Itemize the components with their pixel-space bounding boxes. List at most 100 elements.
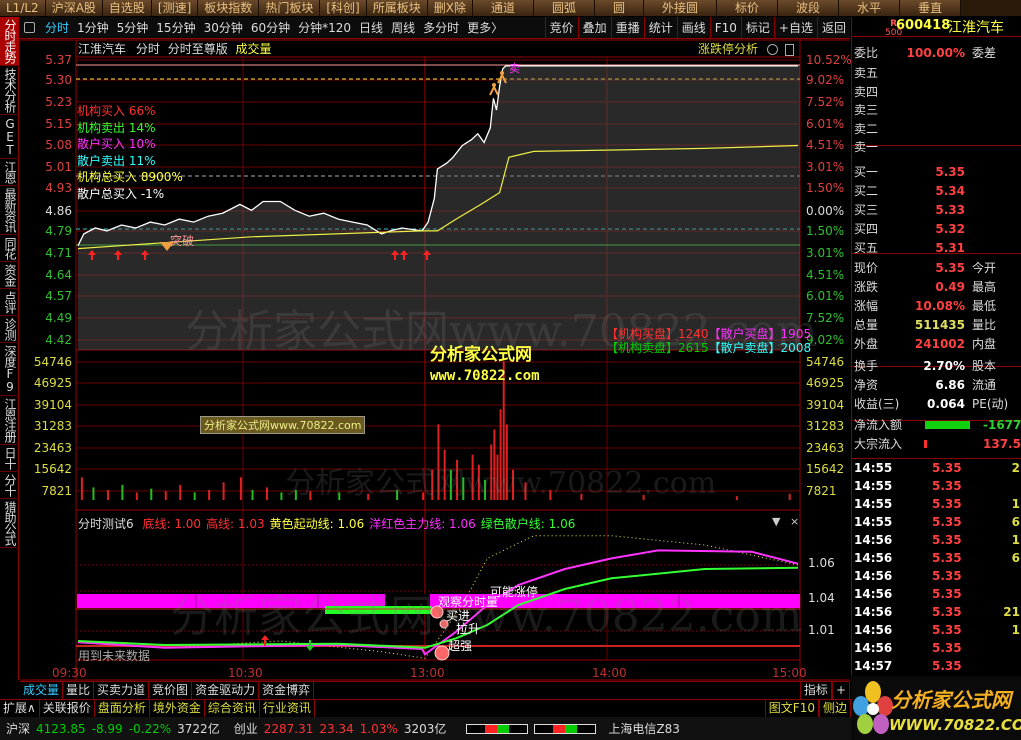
panel-toggle-icon[interactable] [784,43,794,56]
toolbar-action[interactable]: 返回 [821,21,846,35]
left-tab[interactable]: 诊测 [0,316,19,343]
top-button[interactable]: 板块指数 [198,0,260,16]
tab-item[interactable]: 资金博弈 [259,682,315,699]
top-button[interactable]: 热门板块 [259,0,321,16]
top-button[interactable]: 通道 [472,0,534,16]
limit-analysis-button[interactable]: 涨跌停分析 [698,42,759,56]
top-button[interactable]: 标价 [717,0,779,16]
tab-item[interactable]: 扩展∧ [0,700,40,717]
legend-item: 机构卖出 14% [77,120,156,135]
left-tab[interactable]: 猎助公式 [0,499,19,548]
left-tab[interactable]: 分十 [0,472,19,499]
top-button[interactable]: L1/L2 [0,0,46,16]
period-tab[interactable]: 分钟*120 [298,21,352,35]
period-tab[interactable]: 日线 [359,21,384,35]
top-button[interactable]: 垂直 [900,0,962,16]
tab-right-item[interactable]: 图文F10 [764,700,819,717]
toolbar-action[interactable]: 标记 [745,21,770,35]
top-button[interactable]: [科创] [320,0,367,16]
left-tab[interactable]: 日十 [0,445,19,472]
period-tab[interactable]: 1分钟 [77,21,109,35]
toolbar-action[interactable]: F10 [714,20,737,35]
tick-time: 14:55 [854,497,893,511]
indicator-menu-icon[interactable]: ▼ [772,515,781,528]
top-button[interactable]: 删X除 [427,0,473,16]
tab-item[interactable]: 关联报价 [40,700,95,717]
left-tab[interactable]: 江恩注册 [0,396,19,445]
top-button[interactable]: 沪深A股 [45,0,103,16]
indicator-close-icon[interactable]: × [789,515,800,528]
toolbar-action[interactable]: +自选 [778,21,813,35]
top-button[interactable]: 外接圆 [644,0,718,16]
sh-change: -8.99 [91,721,123,736]
left-tab[interactable]: 资金 [0,262,19,289]
tab-item[interactable]: 买卖力道 [94,682,150,699]
tab-right-item[interactable]: 指标 [799,682,832,699]
top-button[interactable]: 水平 [839,0,901,16]
period-tab[interactable]: 15分钟 [156,21,196,35]
left-tab[interactable]: GET [0,115,19,159]
tab-item[interactable]: 竞价图 [149,682,193,699]
left-tab[interactable]: 江恩 [0,159,19,186]
top-button[interactable]: [测速] [151,0,199,16]
tab-item[interactable]: 资金驱动力 [192,682,260,699]
tab-right-item[interactable]: + [831,682,850,699]
toolbar-action[interactable]: 重播 [615,21,640,35]
volume-tick: 31283 [33,419,72,433]
toolbar-action[interactable]: 叠加 [582,21,607,35]
server-name[interactable]: 上海电信Z83 [608,722,680,736]
indicator-name[interactable]: 成交量 [235,42,272,56]
left-tab[interactable]: 技术分析 [0,66,19,115]
tab-item[interactable]: 境外资金 [150,700,205,717]
indicator-title[interactable]: 分时测试6 [78,517,134,531]
volume-tick: 15642 [33,462,72,476]
down-arrow-icon [306,640,314,651]
up-circle-icon[interactable] [766,44,778,55]
tab-right-item[interactable]: 侧边 [818,700,851,717]
legend-item: 机构总买入 8900% [77,170,183,184]
row-value: 5.35 [935,165,965,179]
left-tab[interactable]: 最新资讯 [0,186,19,235]
left-tab[interactable]: 分时走势 [0,17,19,66]
tab-item[interactable]: 综合资讯 [205,700,260,717]
volume-bar [484,479,487,500]
volume-tick: 54746 [806,355,845,369]
top-button[interactable]: 所属板块 [366,0,428,16]
volume-bar [280,492,283,500]
top-button[interactable]: 波段 [778,0,840,16]
quote-panel: R 500 600418 江淮汽车 [851,17,1021,677]
tab-item[interactable]: 成交量 [20,682,64,699]
tick-time: 14:56 [854,551,893,565]
layout-toggle-icon[interactable] [24,22,35,33]
left-tab[interactable]: 点评 [0,289,19,316]
top-button[interactable]: 圆弧 [533,0,595,16]
stock-title: 江淮汽车 [948,20,1004,36]
toolbar-action[interactable]: 竞价 [549,21,574,35]
period-tab[interactable]: 更多〉 [467,21,504,35]
indicator-tabs: 成交量 量比 买卖力道 竞价图 资金驱动力 资金博弈 指标 + [20,681,850,699]
buy-arrow-icon [88,250,96,260]
period-tab[interactable]: 周线 [391,21,416,35]
tick-price: 5.35 [932,605,962,619]
toolbar-action[interactable]: 统计 [648,21,673,35]
top-button[interactable]: 自选股 [102,0,152,16]
tab-item[interactable]: 盘面分析 [95,700,150,717]
period-tab[interactable]: 5分钟 [116,21,149,35]
indicator-controls: ▼ × [772,515,799,528]
period-tab[interactable]: 60分钟 [250,21,291,35]
annotation-observe: 观察分时量 [438,595,499,609]
top-button[interactable]: 圆 [594,0,644,16]
period-tab[interactable]: 分时 [45,21,70,35]
percent-tick: 1.50% [806,181,845,195]
price-tick: 4.64 [45,268,72,282]
tab-item[interactable]: 行业资讯 [260,700,315,717]
left-tab[interactable]: 深度F9 [0,343,19,396]
volume-bar [462,477,465,500]
tab-item[interactable]: 量比 [63,682,95,699]
buy-arrow-icon [141,250,149,260]
period-tab[interactable]: 30分钟 [203,21,243,35]
row-label-2: 流通 [972,378,997,392]
toolbar-action[interactable]: 画线 [681,21,706,35]
left-tab[interactable]: 同花 [0,235,19,262]
period-tab[interactable]: 多分时 [423,21,460,35]
